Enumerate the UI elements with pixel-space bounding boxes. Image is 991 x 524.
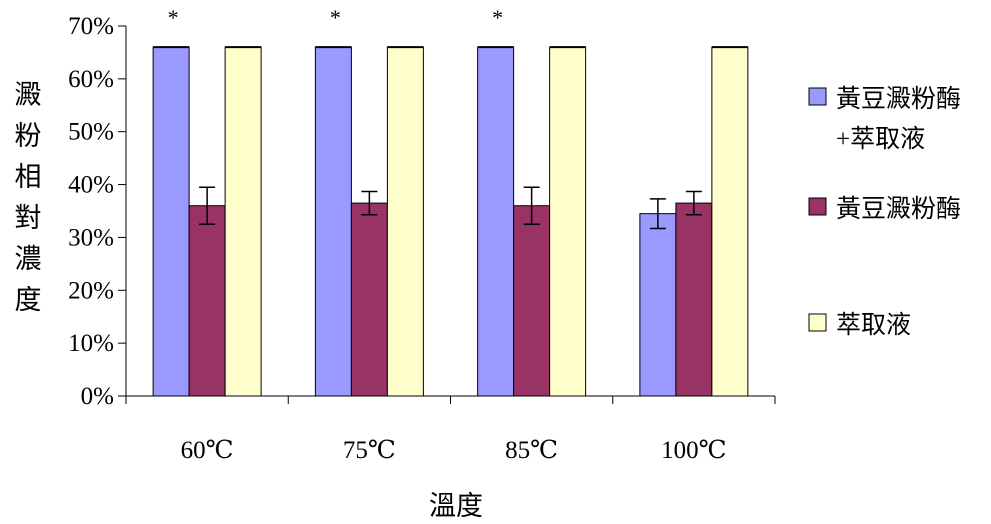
- bar: [639, 213, 677, 397]
- bar: [386, 46, 424, 397]
- legend-label: 黃豆澱粉酶: [836, 85, 961, 113]
- bar: [513, 205, 551, 397]
- x-axis: 60℃ 75℃ 85℃ 100℃: [125, 395, 776, 464]
- y-axis-title-char: 濃: [15, 244, 42, 274]
- y-axis-title-char: 度: [15, 285, 42, 315]
- bar: [188, 205, 226, 397]
- bar: [549, 46, 587, 397]
- bar: [224, 46, 262, 397]
- bars: * * *: [152, 5, 749, 397]
- y-tick-label: 0%: [81, 383, 114, 410]
- legend-label: 萃取液: [836, 311, 911, 339]
- y-axis-title-char: 粉: [15, 121, 42, 151]
- y-tick-label: 70%: [68, 13, 114, 40]
- y-tick-label: 40%: [68, 172, 114, 199]
- y-axis-title-char: 對: [15, 203, 42, 233]
- annotation-star: *: [330, 5, 341, 30]
- y-axis: 0% 10% 20% 30% 40% 50% 60% 70%: [68, 13, 127, 410]
- bar: [350, 202, 388, 397]
- y-tick-label: 10%: [68, 330, 114, 357]
- bar: [314, 46, 352, 397]
- annotation-star: *: [492, 5, 503, 30]
- legend-swatch: [808, 197, 827, 216]
- bar: [152, 46, 190, 397]
- bar: [711, 46, 749, 397]
- y-axis-title-char: 澱: [15, 80, 42, 110]
- y-axis-title-char: 相: [15, 162, 42, 192]
- x-tick-label: 100℃: [661, 437, 726, 464]
- annotation-star: *: [168, 5, 179, 30]
- y-tick-label: 60%: [68, 66, 114, 93]
- x-tick-label: 75℃: [343, 437, 396, 464]
- x-tick-label: 60℃: [181, 437, 234, 464]
- x-tick-label: 85℃: [505, 437, 558, 464]
- y-tick-label: 20%: [68, 277, 114, 304]
- y-tick-label: 30%: [68, 224, 114, 251]
- legend-swatch: [808, 87, 827, 106]
- bar: [477, 46, 515, 397]
- bar: [675, 202, 713, 397]
- legend-label: +萃取液: [836, 125, 925, 153]
- legend-label: 黃豆澱粉酶: [836, 195, 961, 223]
- y-tick-label: 50%: [68, 119, 114, 146]
- x-axis-title: 溫度: [429, 491, 483, 521]
- legend-swatch: [808, 313, 827, 332]
